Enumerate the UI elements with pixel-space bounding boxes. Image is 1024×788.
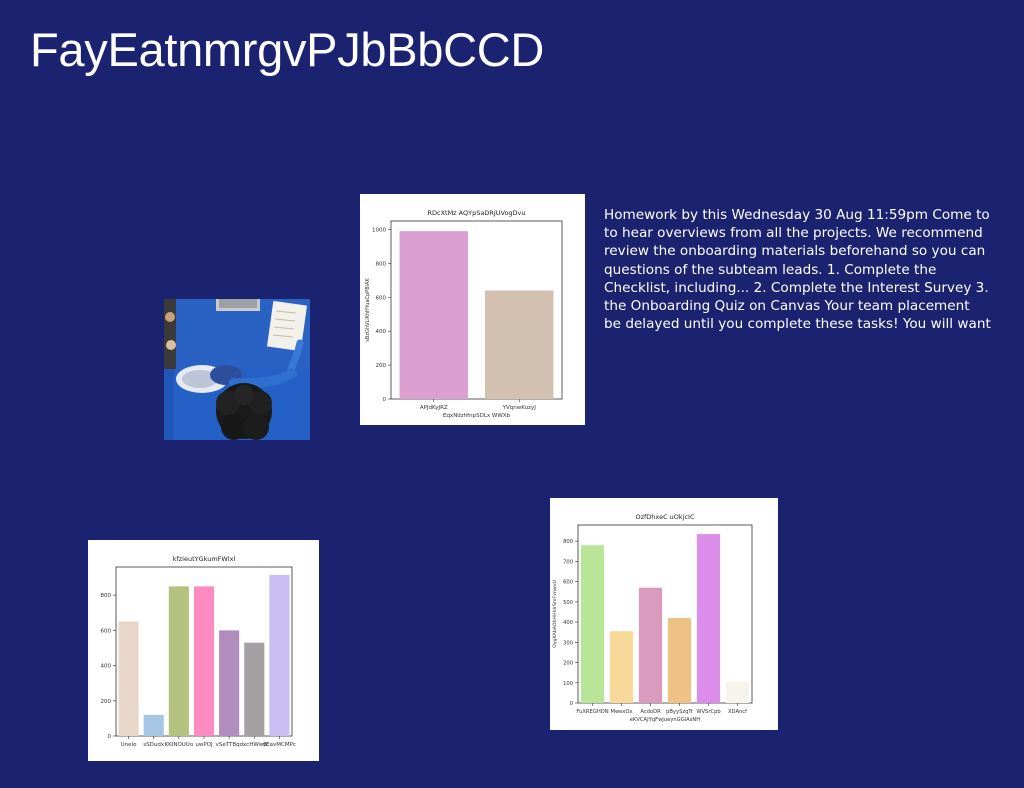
x-tick-label: lxcHWwB [242,742,268,748]
y-tick-label: 800 [101,593,112,599]
chart-card: RDcXtMz AQYpSaDRJUVogDvu 0 200 400 600 800 100… [360,194,585,425]
y-tick-label: 400 [563,620,573,626]
x-tick-label: pByySzqTr [666,709,694,715]
desk-photo [164,299,310,440]
x-tick-label: WVSrCpb [696,709,721,715]
bar [399,231,468,399]
x-axis-label: EqxNdzhfnpSDLx WWXb [443,413,511,419]
desk-photo-image [164,299,310,440]
bar [638,587,663,703]
y-tick-label: 300 [563,640,573,646]
x-tick-label: vEavMCMPc [263,742,296,748]
y-tick-label: 500 [563,600,573,606]
y-tick-label: 100 [563,681,573,687]
y-tick-label: 600 [376,295,387,301]
chart-title: RDcXtMz AQYpSaDRJUVogDvu [427,209,525,217]
x-tick-label: vSeTTBqc [216,742,243,748]
y-tick-label: 1000 [372,227,386,233]
chart-card: OzfDhxeC uOkjcIC 0 100 200 300 400 500 600 700 80… [550,498,778,730]
x-tick-label: YVqnwKuzyJ [502,405,537,411]
body-text: Homework by this Wednesday 30 Aug 11:59p… [604,206,1022,333]
y-tick-label: 0 [570,701,573,707]
body-line: Homework by this Wednesday 30 Aug 11:59p… [604,207,990,223]
body-line: be delayed until you complete these task… [604,316,991,333]
x-tick-label: uwPOJ [195,742,213,748]
x-tick-label: sSDudx [143,742,165,748]
bar [696,534,721,703]
chart-title: OzfDhxeC uOkjcIC [635,513,694,521]
x-tick-label: MwexOx [610,709,632,715]
chart-card: kfzieutYGkumFWlxl 0 200 400 600 800 Unelo sSDud… [88,540,319,761]
y-tick-label: 0 [108,734,112,740]
slide-title: FayEatnmrgvPJbBbCCD [30,23,545,76]
bar [244,642,265,736]
y-tick-label: 800 [376,261,387,267]
x-axis-label: eKVCAJYqFwJueynGGlAsNH [630,717,701,723]
y-tick-label: 200 [563,661,573,667]
y-tick-label: 700 [563,559,573,565]
body-line: the Onboarding Quiz on Canvas Your team … [604,298,970,315]
y-tick-label: 600 [563,580,573,586]
bar [580,545,605,703]
y-tick-label: 800 [563,539,573,545]
body-line: review the onboarding materials beforeha… [604,243,986,260]
x-tick-label: FuXREGHDN [576,709,608,715]
x-tick-label: APJdKyJRZ [420,405,448,411]
y-tick-label: 0 [383,397,387,403]
bar-chart: OzfDhxeC uOkjcIC 0 100 200 300 400 500 600 700 80… [552,513,753,723]
y-tick-label: 200 [376,363,387,369]
x-tick-label: KKINOUUo [165,742,194,748]
y-tick-label: 200 [101,699,112,705]
plot-frame [577,524,753,704]
x-tick-label: AcdoDR [640,709,661,715]
bar [667,618,692,703]
bar [609,631,634,703]
bar [269,574,290,736]
y-tick-label: 400 [101,664,112,670]
bar [118,621,139,736]
x-tick-label: XDAncf [728,709,747,715]
y-axis-label: OygKAbAOhHHhIrSmFvnwvU [552,580,558,648]
bar-chart: RDcXtMz AQYpSaDRJUVogDvu 0 200 400 600 800 100… [365,209,563,419]
bar [485,290,554,399]
bar-chart: kfzieutYGkumFWlxl 0 200 400 600 800 Unelo sSDud… [101,555,296,748]
x-tick-label: Unelo [121,742,137,748]
chart-title: kfzieutYGkumFWlxl [173,555,236,563]
bar [168,586,189,736]
body-line: questions of the subteam leads. 1. Compl… [604,261,937,278]
y-tick-label: 600 [101,628,112,634]
bar [143,714,164,736]
bar [725,681,750,703]
body-line: to hear overviews from all the projects.… [604,225,983,242]
bar [193,586,215,736]
body-line: Checklist, including... 2. Complete the … [604,279,989,296]
plot-frame [390,220,563,400]
y-tick-label: 400 [376,329,387,335]
bar [219,630,240,736]
y-axis-label: sBzGhVLiKhHYuaCpPBiAK [365,278,371,342]
